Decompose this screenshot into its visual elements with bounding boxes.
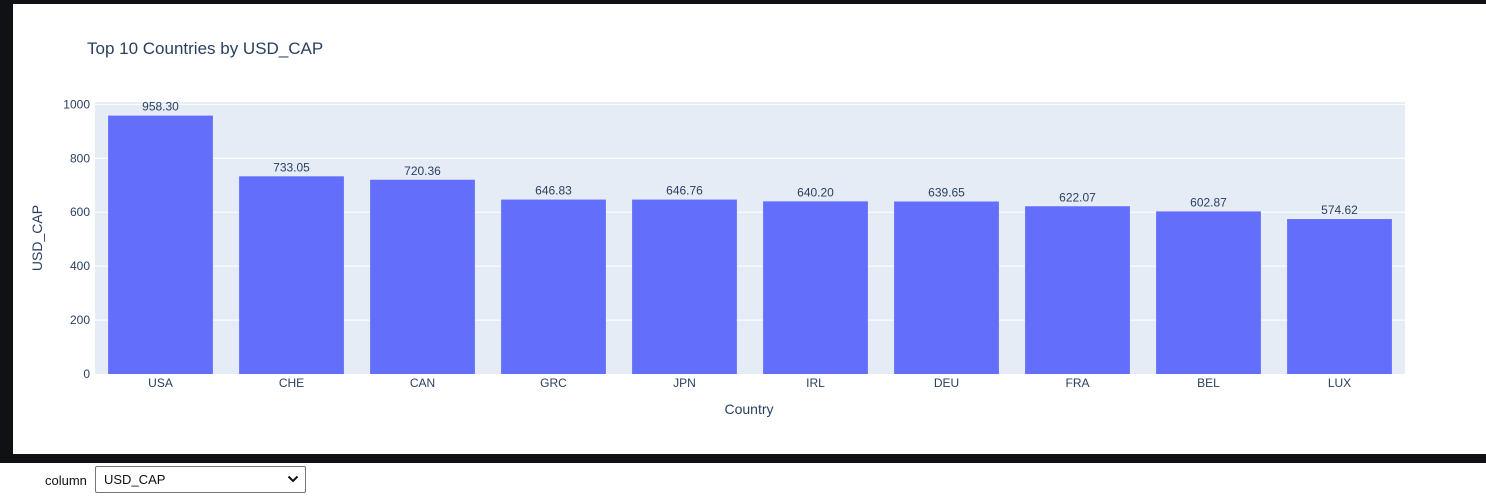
- x-tick-label: FRA: [1066, 376, 1090, 390]
- bar-irl[interactable]: [763, 201, 868, 374]
- column-select[interactable]: USD_CAP: [95, 466, 306, 493]
- y-tick-label: 800: [70, 151, 90, 165]
- x-tick-label: CAN: [410, 376, 435, 390]
- bar-chart: 958.30 733.05 720.36 646.83 646.76 640.20 639.…: [29, 39, 1405, 417]
- data-label: 639.65: [928, 186, 965, 200]
- data-label: 646.83: [535, 184, 572, 198]
- y-tick-label: 1000: [63, 97, 90, 111]
- column-label: column: [45, 473, 87, 488]
- x-tick-label: BEL: [1197, 376, 1220, 390]
- frame-bottom-border: [0, 454, 1486, 463]
- x-tick-label: LUX: [1328, 376, 1351, 390]
- x-axis-ticks: USA CHE CAN GRC JPN IRL DEU FRA BEL LUX: [148, 376, 1351, 390]
- bars: [108, 115, 1392, 374]
- bar-bel[interactable]: [1156, 211, 1261, 374]
- x-axis-title: Country: [724, 401, 773, 417]
- data-label: 574.62: [1321, 203, 1358, 217]
- data-labels: 958.30 733.05 720.36 646.83 646.76 640.20 639.…: [142, 100, 1358, 217]
- bar-usa[interactable]: [108, 115, 213, 374]
- y-tick-label: 0: [83, 367, 90, 381]
- x-tick-label: IRL: [806, 376, 825, 390]
- chevron-down-icon: [287, 475, 299, 483]
- data-label: 958.30: [142, 100, 179, 114]
- frame-top-border: [0, 0, 1486, 4]
- bar-jpn[interactable]: [632, 199, 737, 374]
- y-axis-ticks: 0 200 400 600 800 1000: [63, 97, 90, 381]
- x-tick-label: CHE: [279, 376, 304, 390]
- y-tick-label: 600: [70, 205, 90, 219]
- data-label: 733.05: [273, 160, 310, 174]
- data-label: 602.87: [1190, 195, 1227, 209]
- x-tick-label: USA: [148, 376, 173, 390]
- data-label: 646.76: [666, 184, 703, 198]
- column-control-bar: column USD_CAP: [0, 463, 1486, 498]
- chart-title: Top 10 Countries by USD_CAP: [87, 39, 323, 58]
- chart-panel: 958.30 733.05 720.36 646.83 646.76 640.20 639.…: [13, 4, 1486, 454]
- x-tick-label: DEU: [934, 376, 959, 390]
- x-tick-label: GRC: [540, 376, 567, 390]
- bar-che[interactable]: [239, 176, 344, 374]
- frame-left-border: [0, 0, 13, 463]
- x-tick-label: JPN: [673, 376, 696, 390]
- y-tick-label: 200: [70, 313, 90, 327]
- data-label: 720.36: [404, 164, 441, 178]
- data-label: 622.07: [1059, 190, 1096, 204]
- y-tick-label: 400: [70, 259, 90, 273]
- bar-deu[interactable]: [894, 201, 999, 374]
- column-select-value: USD_CAP: [104, 472, 166, 487]
- data-label: 640.20: [797, 185, 834, 199]
- bar-lux[interactable]: [1287, 219, 1392, 374]
- bar-grc[interactable]: [501, 199, 606, 374]
- bar-can[interactable]: [370, 179, 475, 374]
- y-axis-title: USD_CAP: [29, 205, 45, 271]
- bar-fra[interactable]: [1025, 206, 1130, 374]
